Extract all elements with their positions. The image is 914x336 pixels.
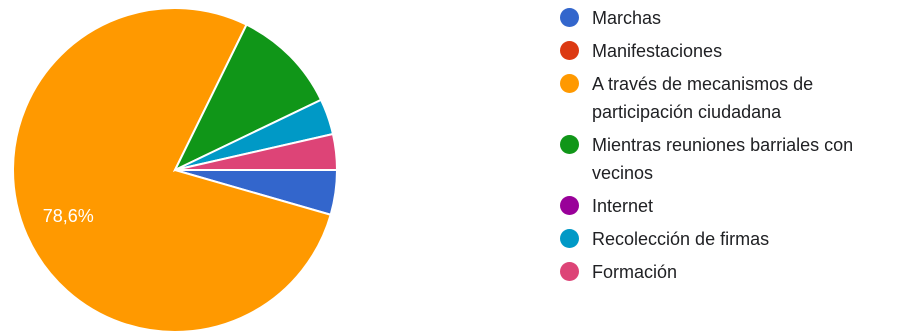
pie-slice-mecanismos[interactable] bbox=[12, 6, 332, 333]
legend-item-formacion[interactable]: Formación bbox=[560, 258, 910, 286]
legend-label-line: Marchas bbox=[592, 8, 662, 28]
legend-item-mecanismos[interactable]: A través de mecanismos de participación … bbox=[560, 70, 910, 126]
legend-label-line: Recolección de firmas bbox=[592, 229, 770, 249]
legend-item-internet[interactable]: Internet bbox=[560, 192, 910, 220]
legend-label-line: Mientras reuniones barriales con bbox=[592, 135, 854, 155]
legend-item-firmas[interactable]: Recolección de firmas bbox=[560, 225, 910, 253]
legend-item-manifestaciones[interactable]: Manifestaciones bbox=[560, 37, 910, 65]
legend-swatch-icon bbox=[560, 196, 579, 215]
legend-label-line: Manifestaciones bbox=[592, 41, 723, 61]
pie-slice-reuniones[interactable] bbox=[172, 23, 323, 173]
legend-swatch-icon bbox=[560, 41, 579, 60]
legend-swatch-icon bbox=[560, 262, 579, 281]
legend-label-line: Internet bbox=[592, 196, 654, 216]
legend-swatch-icon bbox=[560, 135, 579, 154]
legend-swatch-icon bbox=[560, 8, 579, 27]
legend-swatch-icon bbox=[560, 74, 579, 93]
legend-label-line: Formación bbox=[592, 262, 678, 282]
pie-slice-formacion[interactable] bbox=[174, 132, 339, 171]
pie-slice-label: 78,6% bbox=[43, 206, 94, 226]
legend-label-line: vecinos bbox=[592, 163, 654, 183]
legend-label-line: participación ciudadana bbox=[592, 102, 782, 122]
legend-swatch-icon bbox=[560, 229, 579, 248]
legend-item-reuniones[interactable]: Mientras reuniones barriales con vecinos bbox=[560, 131, 910, 187]
legend-item-marchas[interactable]: Marchas bbox=[560, 4, 910, 32]
legend-label-line: A través de mecanismos de bbox=[592, 74, 814, 94]
pie-chart: 78,6% bbox=[12, 6, 339, 333]
legend: Marchas Manifestaciones A través de meca… bbox=[560, 4, 910, 291]
